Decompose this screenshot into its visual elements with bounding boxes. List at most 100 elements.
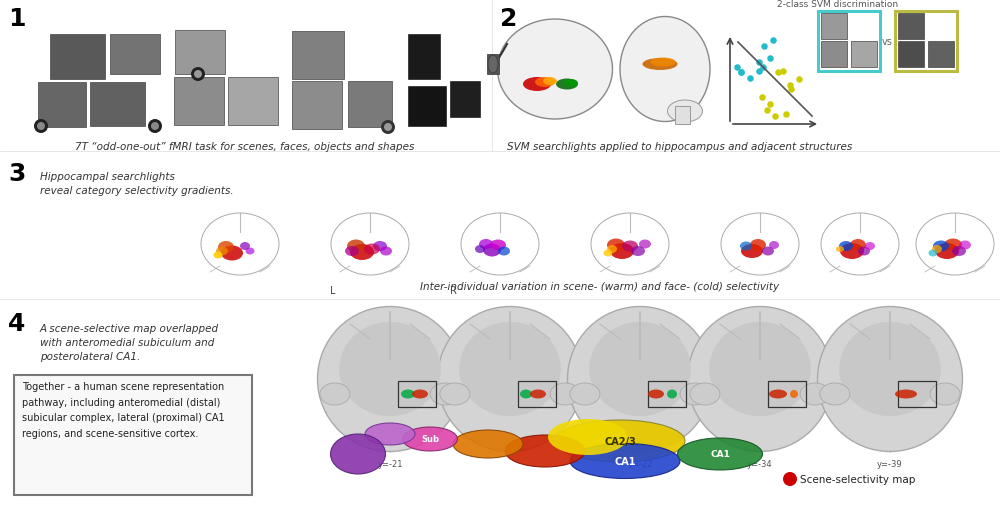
- Text: Inter-individual variation in scene- (warm) and face- (cold) selectivity: Inter-individual variation in scene- (wa…: [420, 281, 780, 292]
- Text: 2: 2: [500, 7, 517, 31]
- Ellipse shape: [488, 56, 498, 74]
- Text: vs: vs: [882, 37, 892, 47]
- Ellipse shape: [850, 240, 866, 251]
- Ellipse shape: [858, 247, 870, 256]
- Ellipse shape: [430, 383, 460, 405]
- Bar: [348, 82, 392, 128]
- Ellipse shape: [607, 239, 625, 252]
- Ellipse shape: [345, 246, 359, 257]
- Point: [733, 68, 749, 76]
- Bar: [292, 32, 344, 80]
- Ellipse shape: [556, 79, 578, 90]
- Ellipse shape: [191, 68, 205, 82]
- Text: Together - a human scene representation
pathway, including anteromedial (distal): Together - a human scene representation …: [22, 381, 225, 438]
- Text: CA1: CA1: [710, 449, 730, 459]
- Ellipse shape: [520, 390, 532, 399]
- Ellipse shape: [214, 252, 222, 259]
- Bar: [292, 82, 342, 130]
- Bar: [110, 35, 160, 75]
- Ellipse shape: [930, 383, 960, 405]
- Text: CA1: CA1: [614, 456, 636, 466]
- Ellipse shape: [604, 250, 612, 257]
- Ellipse shape: [740, 242, 752, 251]
- Bar: [487, 55, 499, 75]
- Ellipse shape: [690, 383, 720, 405]
- Ellipse shape: [365, 423, 415, 445]
- Ellipse shape: [639, 240, 651, 249]
- Text: 3: 3: [8, 162, 25, 186]
- Bar: [895, 12, 957, 72]
- Ellipse shape: [818, 307, 962, 451]
- Ellipse shape: [933, 241, 949, 252]
- Ellipse shape: [709, 322, 811, 416]
- Ellipse shape: [350, 244, 374, 261]
- Ellipse shape: [589, 322, 691, 416]
- Point: [742, 75, 758, 83]
- Bar: [898, 381, 936, 407]
- Ellipse shape: [642, 59, 678, 71]
- Ellipse shape: [401, 390, 415, 399]
- Ellipse shape: [944, 239, 962, 252]
- Point: [755, 64, 771, 72]
- Ellipse shape: [839, 242, 853, 251]
- Ellipse shape: [37, 123, 45, 131]
- Ellipse shape: [550, 383, 580, 405]
- Text: 1: 1: [8, 7, 26, 31]
- Ellipse shape: [928, 250, 938, 257]
- Ellipse shape: [688, 307, 832, 451]
- Text: Scene-selectivity map: Scene-selectivity map: [800, 474, 915, 484]
- Text: Hippocampal searchlights: Hippocampal searchlights: [40, 172, 175, 182]
- Ellipse shape: [339, 322, 441, 416]
- Ellipse shape: [530, 390, 546, 399]
- Point: [751, 59, 767, 67]
- Ellipse shape: [820, 383, 850, 405]
- Ellipse shape: [620, 17, 710, 122]
- Ellipse shape: [384, 124, 392, 132]
- Bar: [408, 87, 446, 127]
- Bar: [821, 14, 847, 40]
- Ellipse shape: [800, 383, 830, 405]
- Text: Sub: Sub: [421, 435, 439, 444]
- Bar: [851, 42, 877, 68]
- Bar: [90, 83, 145, 127]
- Ellipse shape: [498, 247, 510, 256]
- Ellipse shape: [568, 307, 712, 451]
- Ellipse shape: [935, 243, 959, 260]
- Text: L: L: [330, 286, 336, 295]
- Ellipse shape: [246, 248, 254, 255]
- Ellipse shape: [668, 101, 702, 123]
- Ellipse shape: [380, 247, 392, 256]
- Point: [782, 81, 798, 90]
- Bar: [928, 42, 954, 68]
- Point: [759, 107, 775, 116]
- Ellipse shape: [412, 390, 428, 399]
- Ellipse shape: [347, 240, 365, 253]
- Point: [762, 100, 778, 108]
- Ellipse shape: [622, 241, 638, 252]
- Point: [775, 68, 791, 76]
- Bar: [228, 78, 278, 126]
- Text: y=-39: y=-39: [877, 459, 903, 468]
- Bar: [175, 31, 225, 75]
- Point: [778, 111, 794, 119]
- Ellipse shape: [505, 435, 585, 467]
- Ellipse shape: [680, 383, 710, 405]
- Ellipse shape: [535, 78, 555, 88]
- Ellipse shape: [330, 434, 386, 474]
- Bar: [898, 14, 924, 40]
- Ellipse shape: [240, 242, 250, 250]
- Ellipse shape: [498, 20, 612, 120]
- Point: [754, 94, 770, 102]
- Ellipse shape: [667, 390, 677, 399]
- Bar: [174, 78, 224, 126]
- Ellipse shape: [548, 419, 628, 455]
- Ellipse shape: [543, 78, 557, 86]
- Point: [756, 43, 772, 51]
- Ellipse shape: [678, 438, 763, 470]
- Ellipse shape: [610, 243, 634, 260]
- Ellipse shape: [839, 322, 941, 416]
- Ellipse shape: [570, 444, 680, 478]
- Ellipse shape: [438, 307, 582, 451]
- Ellipse shape: [952, 246, 966, 257]
- Ellipse shape: [221, 246, 243, 261]
